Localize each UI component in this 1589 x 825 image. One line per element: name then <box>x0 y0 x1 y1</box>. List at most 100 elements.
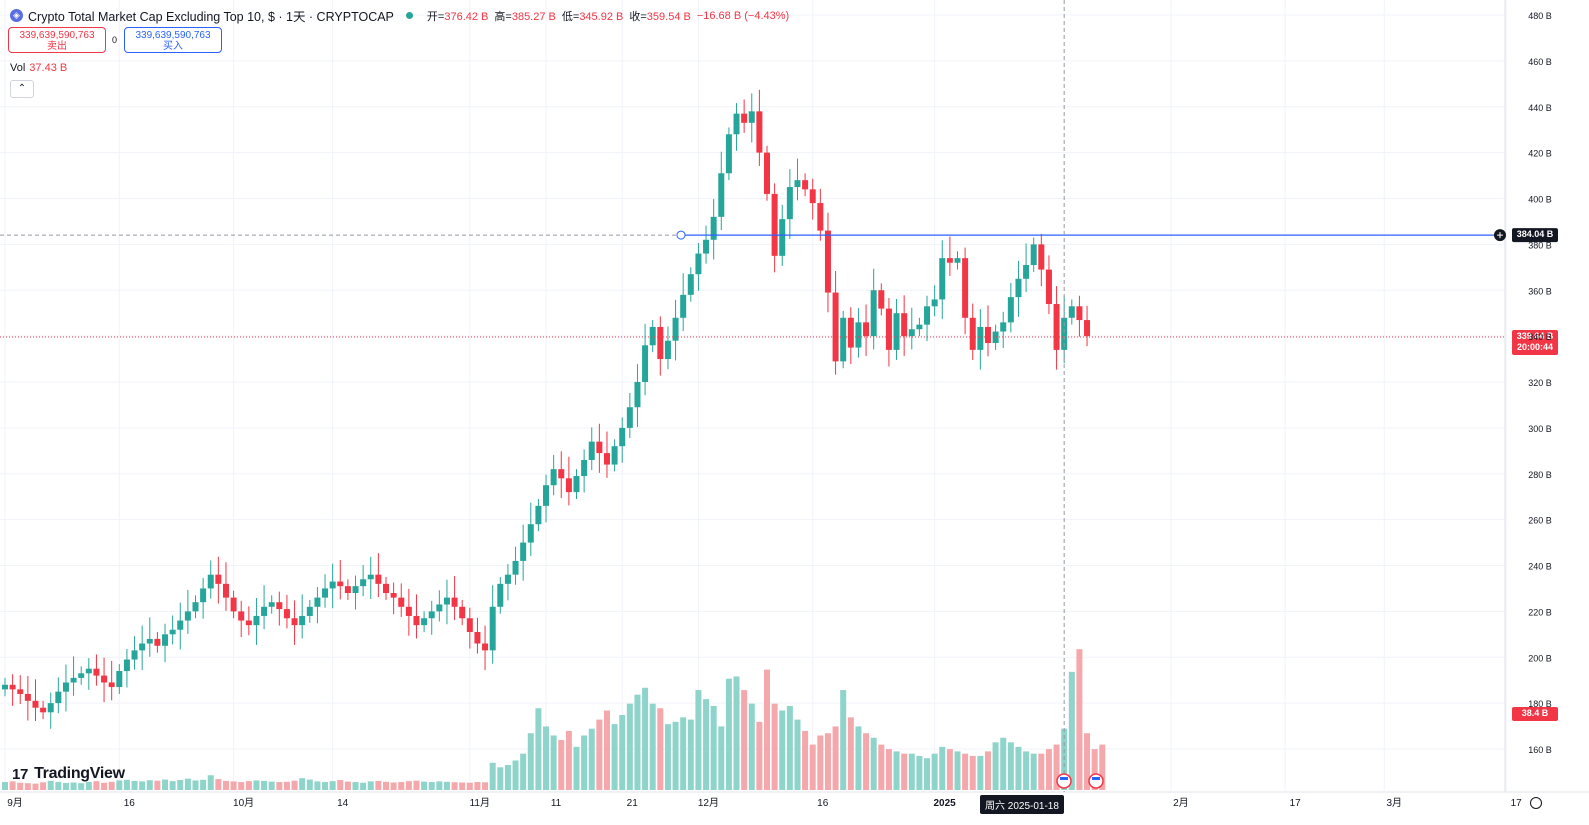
candle-body <box>504 574 511 584</box>
volume-bar <box>626 703 633 790</box>
volume-bar <box>558 740 565 790</box>
last-price-tag-text: 339.64 B <box>1517 331 1554 341</box>
volume-bar <box>436 781 443 790</box>
candle-body <box>32 700 39 708</box>
volume-bar <box>832 726 839 790</box>
volume-bar <box>459 782 466 790</box>
candle-body <box>322 588 329 598</box>
candle-body <box>733 113 740 135</box>
candle-body <box>40 707 47 713</box>
volume-bar <box>1000 737 1007 790</box>
x-tick-label: 21 <box>627 798 639 809</box>
candle-body <box>863 322 870 337</box>
volume-bar <box>413 780 420 790</box>
volume-bar <box>916 755 923 790</box>
volume-bar <box>802 730 809 790</box>
symbol-title[interactable]: Crypto Total Market Cap Excluding Top 10… <box>28 10 394 24</box>
last-price-tag: 339.64 B20:00:44 <box>1512 329 1558 355</box>
y-tick-label: 340 B <box>1528 332 1552 342</box>
candle-body <box>497 583 504 607</box>
ohlc-open: 开=376.42 B <box>426 10 489 23</box>
tradingview-logo[interactable]: 17 TradingView <box>12 765 125 783</box>
candle-body <box>261 606 268 616</box>
y-tick-label: 440 B <box>1528 103 1552 113</box>
candle-body <box>222 583 229 598</box>
candle-body <box>558 469 565 479</box>
volume-bar <box>969 755 976 790</box>
volume-bar <box>299 778 306 790</box>
sell-button[interactable]: 339,639,590,763 卖出 <box>8 27 106 53</box>
y-tick-label: 160 B <box>1528 745 1552 755</box>
volume-bar <box>817 735 824 790</box>
candle-body <box>520 542 527 561</box>
candle-body <box>78 673 85 678</box>
volume-bar <box>1099 744 1106 790</box>
volume-bar <box>352 782 359 790</box>
volume-bar <box>344 781 351 790</box>
candle-body <box>169 629 176 635</box>
candle-body <box>969 317 976 350</box>
volume-bar <box>1007 742 1014 790</box>
volume-bar <box>550 735 557 790</box>
price-axis[interactable]: 480 B 460 B 440 B 420 B 400 B 380 B 360 B 340 B… <box>1528 11 1552 755</box>
volume-bar <box>360 782 367 790</box>
volume-bar <box>390 782 397 790</box>
candle-body <box>977 326 984 350</box>
candle-body <box>1084 320 1091 337</box>
volume-price-tag-bg <box>1512 707 1558 721</box>
candle-body <box>581 459 588 477</box>
candle-body <box>596 441 603 454</box>
alert-price-tag-text: 384.04 B <box>1517 229 1554 239</box>
settings-gear-icon[interactable] <box>1530 797 1542 809</box>
candle-body <box>1068 306 1075 318</box>
candle-body <box>809 189 816 204</box>
candle-body <box>756 111 763 153</box>
candle-body <box>657 326 664 360</box>
candle-body <box>337 581 344 587</box>
candle-body <box>1076 306 1083 321</box>
volume-bar <box>977 755 984 790</box>
x-tick-label: 16 <box>124 798 136 809</box>
candle-body <box>1045 269 1052 305</box>
candle-body <box>101 675 108 683</box>
volume-bar <box>322 782 329 790</box>
candle-body <box>177 620 184 630</box>
candle-body <box>162 634 169 646</box>
candle-body <box>154 638 161 646</box>
volume-bar <box>1084 733 1091 790</box>
time-axis[interactable]: 9月 16 10月 14 11月 11 21 12月 16 2025 2月 17 3月 17 <box>7 797 1522 809</box>
volume-bar <box>154 780 161 790</box>
x-tick-label: 2025 <box>934 798 957 809</box>
x-tick-label: 10月 <box>233 797 254 809</box>
volume-bar <box>1053 744 1060 790</box>
candle-body <box>840 317 847 362</box>
volume-bar <box>824 733 831 790</box>
buy-button[interactable]: 339,639,590,763 买入 <box>124 27 222 53</box>
market-status-icon <box>405 12 413 19</box>
volume-bar <box>146 780 153 790</box>
volume-bar <box>901 753 908 790</box>
volume-bar <box>451 782 458 790</box>
volume-bar <box>314 781 321 790</box>
volume-bar <box>93 781 100 790</box>
symbol-logo-icon: ◈ <box>10 9 23 22</box>
sell-price: 339,639,590,763 <box>19 30 95 41</box>
candle-body <box>367 574 374 580</box>
collapse-legend-button[interactable]: ⌃ <box>10 80 34 98</box>
candle-body <box>718 173 725 217</box>
volume-bar <box>169 781 176 790</box>
candle-body <box>428 611 435 619</box>
volume-bar <box>840 690 847 790</box>
candle-body <box>901 313 908 337</box>
volume-bar <box>306 779 313 790</box>
volume-bar <box>283 781 290 790</box>
candle-body <box>710 216 717 240</box>
candle-body <box>908 329 915 337</box>
candle-body <box>824 230 831 293</box>
volume-bar <box>192 780 199 790</box>
candle-body <box>962 258 969 318</box>
candle-body <box>626 407 633 428</box>
tradingview-logo-icon: 17 <box>12 765 29 783</box>
crosshair-date-label: 周六 2025-01-18 <box>980 795 1064 814</box>
